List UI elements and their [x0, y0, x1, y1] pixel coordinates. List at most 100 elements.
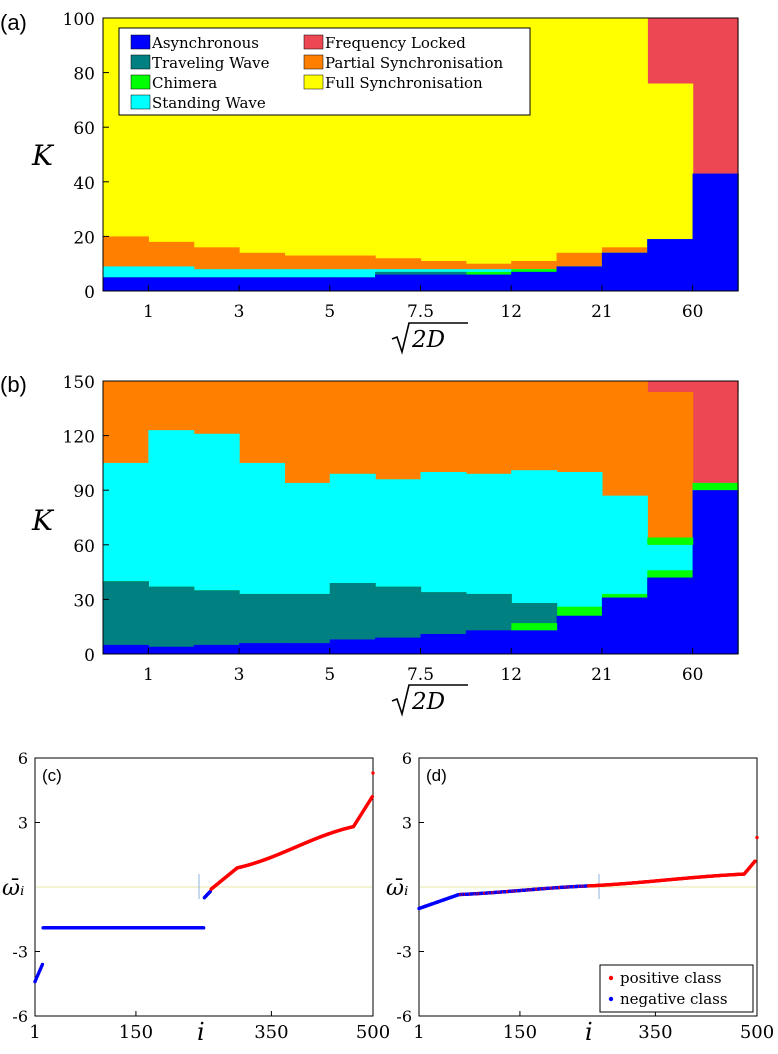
ytick-label: 150 — [63, 373, 95, 393]
legend-swatch-chimera — [130, 74, 151, 90]
legend-marker-positive — [608, 975, 614, 981]
ytick-label: 6 — [402, 749, 412, 768]
panel-d-frame — [418, 757, 758, 1017]
area-asynchronous-col-8 — [465, 274, 512, 291]
ytick-label: 80 — [73, 65, 95, 85]
ytick-label: 30 — [73, 591, 95, 611]
panel-d-label: (d) — [426, 766, 447, 785]
legend-label-chimera: Chimera — [152, 74, 217, 92]
panel-a-yticks: 0 20 40 60 80 100 — [63, 10, 109, 303]
xtick-label: 1 — [143, 665, 154, 685]
panel-b-label: (b) — [0, 372, 27, 397]
xtick-label: 1 — [143, 302, 154, 322]
panel-c-yticks: -6 -3 3 6 — [12, 749, 40, 1026]
ytick-label: -3 — [12, 943, 28, 962]
panel-c-frame — [34, 757, 374, 1017]
xtick-label: 12 — [500, 665, 522, 685]
band-chimera-1 — [647, 537, 694, 545]
point-negative — [201, 926, 206, 930]
area-asynchronous-col-12 — [647, 577, 694, 654]
xtick-label: 7.5 — [407, 665, 434, 685]
panel-a: (a) 0 20 40 60 80 100 1 3 5 7.5 12 21 60 K 2D Async… — [0, 10, 739, 355]
area-asynchronous-col-6 — [375, 637, 422, 654]
ytick-label: 60 — [73, 119, 95, 139]
xtick-label: 3 — [234, 665, 245, 685]
legend-label-standing-wave: Standing Wave — [152, 94, 266, 112]
ytick-label: 0 — [84, 283, 95, 303]
area-asynchronous-col-1 — [148, 646, 195, 654]
area-asynchronous-col-4 — [284, 277, 331, 291]
point-positive — [753, 859, 757, 863]
legend-swatch-frequency-locked — [303, 34, 324, 50]
panel-b-xticks: 1 3 5 7.5 12 21 60 — [143, 648, 704, 685]
xtick-label: 60 — [682, 665, 704, 685]
area-asynchronous-col-1 — [148, 277, 195, 291]
panel-a-xlabel: 2D — [391, 322, 468, 355]
area-asynchronous-col-7 — [420, 274, 467, 291]
area-asynchronous-col-11 — [601, 597, 648, 654]
panel-a-label: (a) — [0, 10, 27, 35]
legend-label-negative: negative class — [620, 990, 728, 1008]
ytick-label: 6 — [18, 749, 28, 768]
area-traveling-wave-col-1 — [148, 586, 195, 654]
panel-c-xticks: 1 150 350 500 — [29, 1011, 390, 1043]
panel-d-ylabel: ω̄ᵢ — [386, 876, 408, 901]
ytick-label: 60 — [73, 537, 95, 557]
legend-box — [118, 27, 531, 116]
panel-c-label: (c) — [42, 766, 62, 785]
legend-item-standing-wave: Standing Wave — [130, 94, 266, 112]
panel-b-xlabel-text: 2D — [411, 689, 445, 715]
panel-d-xticks: 1 150 350 500 — [413, 1011, 774, 1043]
panel-c-ylabel: ω̄ᵢ — [2, 876, 24, 901]
legend-item-frequency-locked: Frequency Locked — [303, 34, 466, 52]
xtick-label: 7.5 — [407, 302, 434, 322]
point-positive — [755, 835, 759, 840]
legend-item-full-sync: Full Synchronisation — [303, 74, 483, 92]
panel-a-xlabel-text: 2D — [411, 327, 445, 353]
area-asynchronous-col-5 — [329, 639, 376, 654]
xtick-label: 5 — [324, 665, 335, 685]
area-asynchronous-col-2 — [193, 644, 240, 654]
xtick-label: 150 — [503, 1022, 537, 1043]
ytick-label: 0 — [84, 646, 95, 666]
ytick-label: -3 — [396, 943, 412, 962]
legend-swatch-full-sync — [303, 74, 324, 90]
area-traveling-wave-col-0 — [103, 581, 149, 654]
area-asynchronous-col-12 — [647, 239, 694, 291]
xtick-label: 1 — [413, 1022, 424, 1043]
ytick-label: -6 — [12, 1007, 28, 1026]
ytick-label: 90 — [73, 482, 95, 502]
xtick-label: 150 — [119, 1022, 153, 1043]
panel-c-xlabel: i — [197, 1018, 205, 1046]
legend-label-traveling-wave: Traveling Wave — [152, 54, 270, 72]
panel-a-ylabel: K — [31, 139, 55, 172]
area-asynchronous-col-13 — [692, 173, 739, 291]
panel-b-areas — [103, 381, 739, 654]
legend-swatch-standing-wave — [130, 94, 151, 110]
panel-b-ylabel: K — [31, 504, 55, 537]
xtick-label: 350 — [254, 1022, 288, 1043]
xtick-label: 500 — [356, 1022, 390, 1043]
legend-marker-negative — [608, 996, 614, 1002]
area-asynchronous-col-6 — [375, 274, 422, 291]
area-asynchronous-col-10 — [556, 266, 603, 291]
area-full-sync-col-11 — [601, 18, 648, 291]
panel-b-yticks: 0 30 60 90 120 150 — [63, 373, 109, 666]
panel-c-points — [33, 771, 375, 984]
legend-item-asynchronous: Asynchronous — [130, 34, 259, 52]
area-asynchronous-col-3 — [239, 643, 286, 654]
panel-b: (b) 0 30 60 90 120 150 1 3 5 7.5 12 21 60 K 2D — [0, 372, 739, 717]
panel-d: (d) -6 -3 3 6 1 150 350 500 ω̄ᵢ i positive cla… — [386, 749, 774, 1046]
legend-swatch-traveling-wave — [130, 54, 151, 70]
area-asynchronous-col-8 — [465, 630, 512, 654]
area-asynchronous-col-5 — [329, 277, 376, 291]
legend-item-chimera: Chimera — [130, 74, 217, 92]
area-full-sync-col-10 — [556, 18, 603, 291]
panel-d-legend: positive class negative class — [599, 964, 754, 1013]
xtick-label: 60 — [682, 302, 704, 322]
ytick-label: 20 — [73, 228, 95, 248]
xtick-label: 5 — [324, 302, 335, 322]
legend-label-positive: positive class — [620, 969, 722, 987]
ytick-label: 3 — [402, 814, 412, 833]
